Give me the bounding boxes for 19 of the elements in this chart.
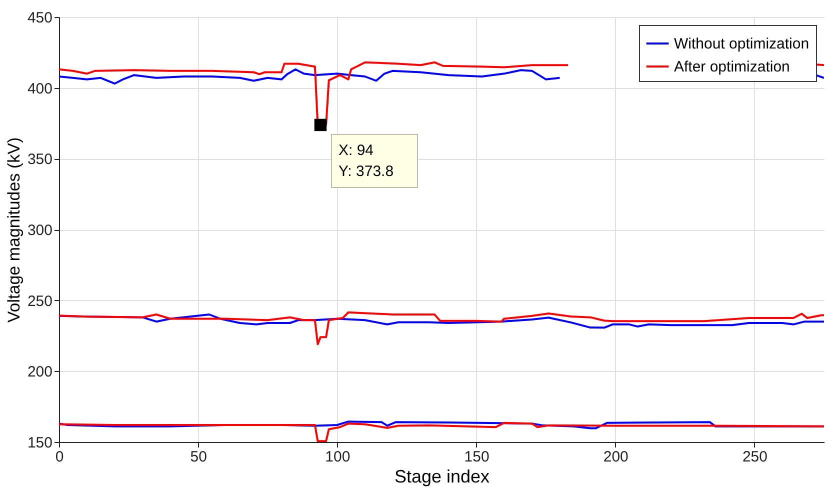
legend-label: Without optimization: [674, 36, 810, 52]
x-tick-label: 50: [190, 448, 207, 466]
y-tick-label: 350: [27, 151, 52, 168]
x-tick-label: 200: [603, 448, 628, 466]
x-tick-label: 100: [325, 448, 350, 466]
y-tick-label: 250: [27, 292, 52, 310]
line-series: [59, 311, 824, 346]
y-tick-label: 400: [27, 80, 52, 98]
y-tick-label: 450: [27, 10, 52, 26]
x-axis-title: Stage index: [394, 466, 490, 486]
x-tick-label: 0: [55, 448, 64, 466]
series-label: After optimization: [674, 58, 790, 76]
annotation: X: 94 Y: 373.8: [338, 142, 394, 180]
x-tick-label: 250: [742, 448, 768, 466]
y-tick-label: 300: [27, 222, 52, 239]
y-axis-title: Voltage magnitudes (kV): [4, 137, 24, 323]
x-tick-label: 150: [464, 448, 490, 466]
y-tick-label: 150: [27, 434, 52, 452]
y-tick-label: 200: [27, 364, 52, 381]
